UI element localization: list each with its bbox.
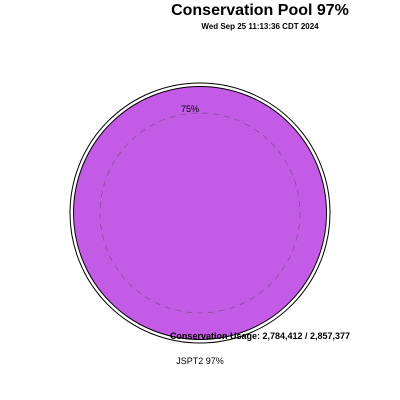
chart-title: Conservation Pool 97% [171,2,349,19]
outer-ring [69,82,331,344]
reference-ring-75 [99,112,301,314]
pie-slice [73,86,327,340]
slice-label: JSPT2 97% [176,356,224,366]
reference-ring-label: 75% [181,104,199,114]
chart-subtitle: Wed Sep 25 11:13:36 CDT 2024 [201,22,319,31]
conservation-usage-label: Conservation Usage: 2,784,412 / 2,857,37… [169,331,351,341]
